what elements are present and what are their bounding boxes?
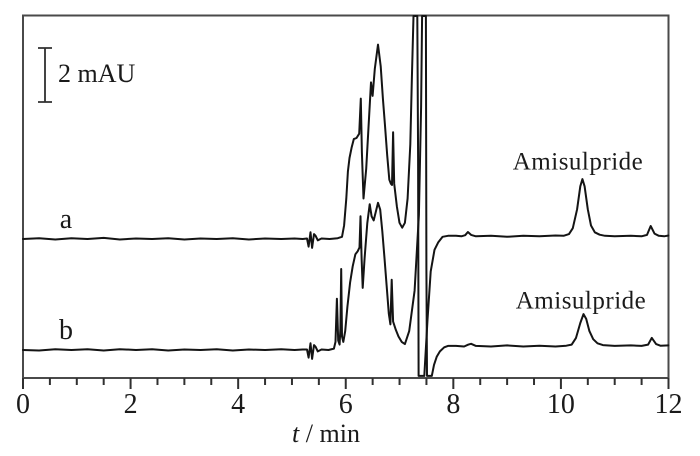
x-axis-title-unit: / min xyxy=(299,419,360,448)
trace-b-label: b xyxy=(59,315,73,346)
x-tick-label-8: 8 xyxy=(446,389,461,420)
x-tick-label-4: 4 xyxy=(231,389,246,420)
x-tick-label-6: 6 xyxy=(338,389,353,420)
x-tick-label-2: 2 xyxy=(123,389,138,420)
x-tick-label-10: 10 xyxy=(546,389,575,420)
x-axis-title-variable: t xyxy=(292,419,300,448)
scale-bar-label: 2 mAU xyxy=(58,59,136,88)
scale-bar xyxy=(38,47,52,103)
x-axis-title: t / min xyxy=(292,421,360,447)
x-tick-label-0: 0 xyxy=(16,389,30,420)
peak-annotation-b: Amisulpride xyxy=(515,287,647,315)
x-tick-label-12: 12 xyxy=(654,389,683,420)
peak-annotation-a: Amisulpride xyxy=(512,148,644,176)
trace-b xyxy=(22,15,670,377)
trace-a-label: a xyxy=(59,204,73,235)
trace-a xyxy=(22,15,670,377)
